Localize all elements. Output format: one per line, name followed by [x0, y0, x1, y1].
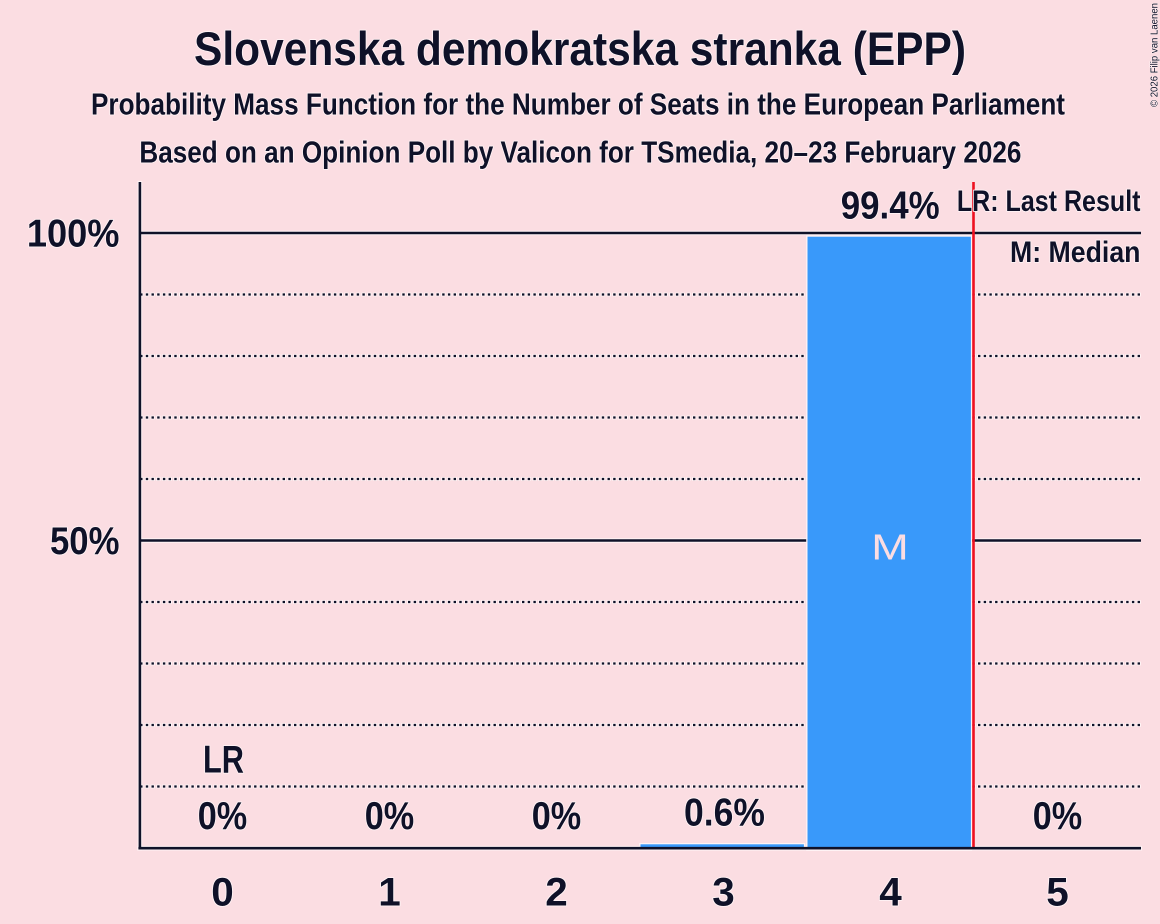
svg-text:4: 4 [879, 871, 902, 915]
svg-text:99.4%: 99.4% [841, 184, 940, 227]
svg-text:0%: 0% [365, 795, 415, 838]
svg-text:0%: 0% [532, 795, 582, 838]
svg-text:© 2026 Filip van Laenen: © 2026 Filip van Laenen [1150, 3, 1160, 107]
svg-text:LR: Last Result: LR: Last Result [957, 185, 1141, 218]
svg-text:LR: LR [203, 739, 244, 782]
svg-text:Slovenska demokratska stranka: Slovenska demokratska stranka (EPP) [194, 22, 966, 75]
svg-text:0: 0 [211, 871, 234, 915]
svg-text:Based on an Opinion Poll by Va: Based on an Opinion Poll by Valicon for … [139, 136, 1021, 170]
svg-text:0.6%: 0.6% [684, 792, 765, 835]
svg-text:5: 5 [1046, 871, 1069, 915]
svg-text:M: Median: M: Median [1010, 236, 1141, 269]
svg-text:100%: 100% [27, 212, 120, 255]
svg-text:50%: 50% [50, 520, 120, 563]
svg-text:0%: 0% [1033, 795, 1083, 838]
svg-text:Probability Mass Function for: Probability Mass Function for the Number… [91, 87, 1065, 121]
svg-text:M: M [871, 526, 909, 567]
svg-text:2: 2 [545, 871, 568, 915]
svg-text:1: 1 [378, 871, 401, 915]
svg-text:3: 3 [712, 871, 735, 915]
svg-text:0%: 0% [198, 795, 248, 838]
